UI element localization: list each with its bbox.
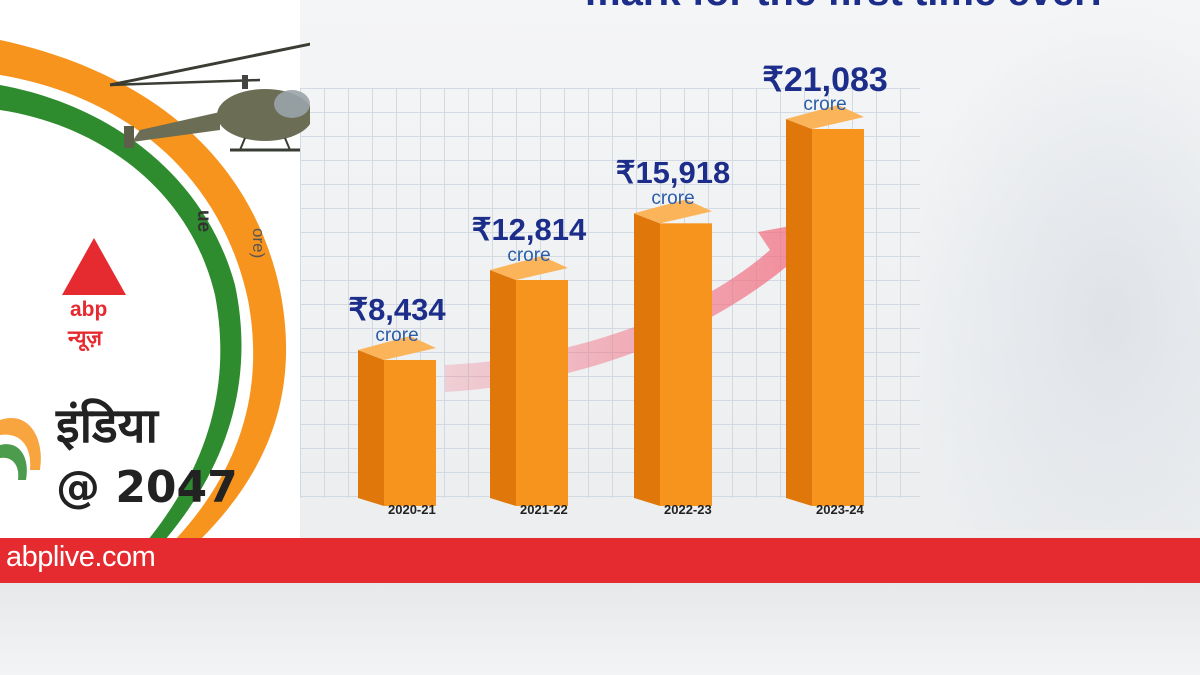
- bars-group: [358, 105, 864, 506]
- bar-2020-21: [358, 335, 436, 506]
- bar-unit-label: crore: [651, 188, 695, 210]
- green-swoosh: [0, 85, 242, 540]
- green-accent: [0, 444, 27, 480]
- bar-2021-22: [490, 256, 568, 506]
- headline: mark for the first time ever!: [585, 0, 1103, 15]
- bar-value-label: ₹12,814: [471, 212, 587, 247]
- bar-value-label: ₹15,918: [615, 155, 731, 191]
- tricolor-swoosh: [0, 40, 310, 540]
- bar-unit-label: crore: [375, 324, 419, 346]
- bar-2022-23: [634, 199, 712, 506]
- abp-logo-icon: [62, 238, 126, 295]
- helicopter-image: [109, 42, 310, 152]
- series-title-india: इंडिया: [56, 398, 158, 454]
- x-tick-label: 2020-21: [388, 502, 436, 517]
- sky-background: [900, 0, 1200, 530]
- footer-bar: [0, 538, 1200, 583]
- bar-unit-label: crore: [507, 245, 551, 266]
- bar-value-label: ₹8,434: [348, 291, 446, 327]
- trend-arrow: [445, 222, 812, 392]
- brand-abp: abp: [70, 298, 108, 321]
- bar-unit-label: crore: [803, 94, 847, 115]
- bar-2023-24: [786, 105, 864, 506]
- y-axis-title-fragment: ue: [193, 210, 214, 233]
- trend-arrow-shape: [445, 222, 812, 392]
- saffron-swoosh: [0, 40, 287, 540]
- x-tick-label: 2022-23: [664, 502, 712, 517]
- x-tick-label: 2023-24: [816, 502, 864, 517]
- bar-value-label: ₹21,083: [762, 61, 888, 99]
- saffron-accent: [0, 418, 41, 470]
- series-title-2047: @ 2047: [56, 462, 238, 513]
- bottom-background: [0, 583, 1200, 675]
- brand-news-hindi: न्यूज़: [68, 326, 102, 350]
- y-axis-unit-fragment: ore): [249, 228, 268, 259]
- site-url[interactable]: abplive.com: [6, 541, 156, 573]
- x-tick-label: 2021-22: [520, 502, 568, 517]
